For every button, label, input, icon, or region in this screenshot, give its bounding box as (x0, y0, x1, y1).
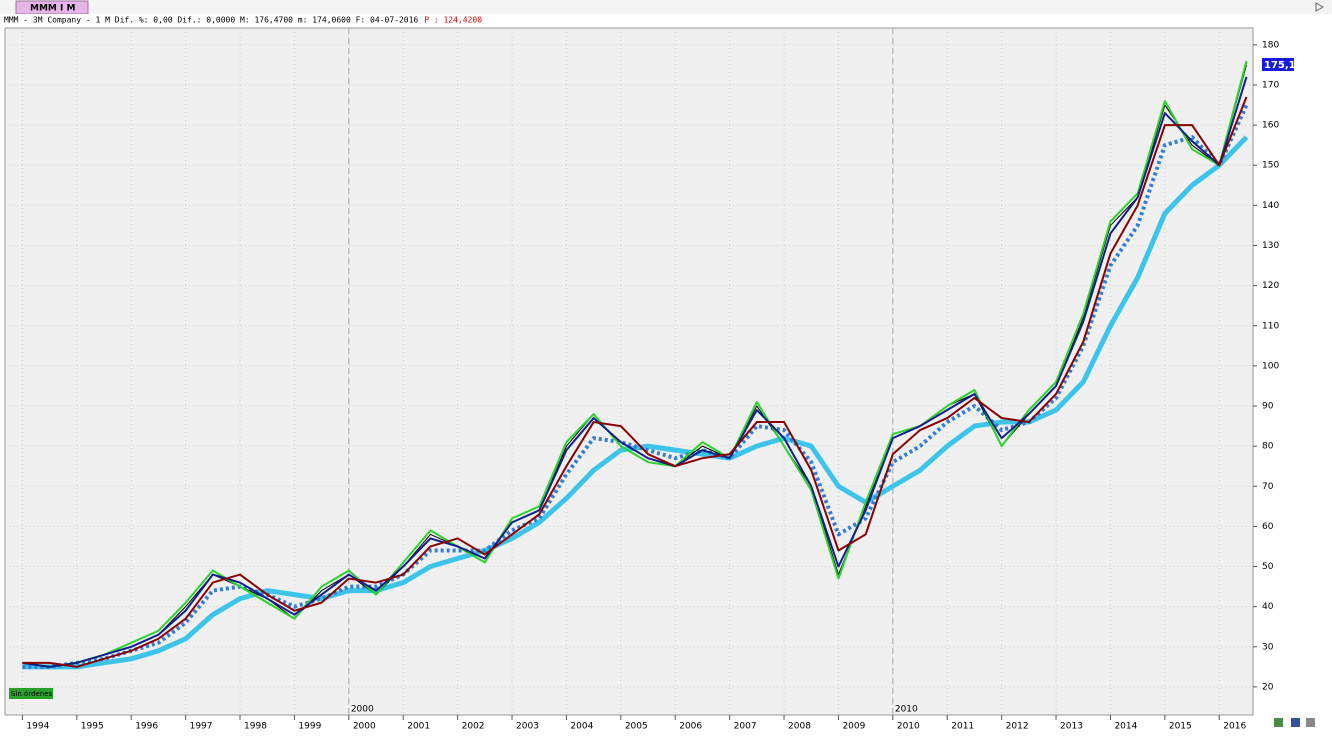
y-tick-label: 90 (1262, 402, 1274, 412)
x-tick-label: 2001 (407, 722, 430, 732)
orders-badge[interactable] (9, 688, 53, 699)
x-tick-label: 2003 (516, 722, 539, 732)
y-tick-label: 120 (1262, 281, 1279, 291)
y-tick-label: 170 (1262, 80, 1279, 90)
info-bar (0, 14, 1332, 26)
y-tick-label: 130 (1262, 241, 1279, 251)
series-line (22, 96, 1248, 668)
series-line (22, 104, 1249, 669)
x-tick-label: 1997 (190, 722, 213, 732)
x-tick-label: 2012 (1006, 722, 1029, 732)
y-tick-label: 60 (1262, 522, 1274, 532)
y-tick-label: 180 (1262, 40, 1279, 50)
x-tick-label: 2000 (353, 722, 376, 732)
info-line: MMM - 3M Company - 1 M Dif. %: 0,00 Dif.… (4, 16, 418, 25)
y-tick-label: 70 (1262, 482, 1274, 492)
y-tick-label: 40 (1262, 602, 1274, 612)
y-tick-label: 110 (1262, 321, 1279, 331)
series-layer (22, 60, 1249, 670)
x-tick-label: 1998 (244, 722, 267, 732)
print-icon[interactable] (1306, 718, 1315, 727)
info-highlight: P : 124,4200 (424, 16, 482, 25)
x-tick-label: 2006 (679, 722, 702, 732)
y-tick-label: 100 (1262, 361, 1279, 371)
save-icon[interactable] (1291, 718, 1300, 727)
period-label: 2010 (895, 705, 918, 715)
x-tick-label: 2013 (1060, 722, 1083, 732)
y-tick-label: 30 (1262, 642, 1274, 652)
x-tick-label: 2002 (462, 722, 485, 732)
period-label: 2000 (351, 705, 374, 715)
x-tick-label: 2004 (570, 722, 593, 732)
orders-label: Sin órdenes (11, 690, 53, 698)
tab-bar (0, 0, 1332, 14)
last-price-box (1262, 58, 1294, 71)
y-tick-label: 140 (1262, 201, 1279, 211)
x-tick-label: 2016 (1223, 722, 1246, 732)
y-tick-label: 80 (1262, 442, 1274, 452)
last-price-label: 175,16 (1264, 60, 1303, 71)
y-tick-label: 50 (1262, 562, 1274, 572)
x-tick-label: 1996 (135, 722, 158, 732)
x-tick-label: 1999 (298, 722, 321, 732)
tool-icon[interactable] (1274, 718, 1283, 727)
tab-label: MMM I M (30, 4, 75, 14)
x-tick-label: 1995 (81, 722, 104, 732)
y-tick-label: 160 (1262, 121, 1279, 131)
x-tick-label: 2008 (788, 722, 811, 732)
plot-area (4, 27, 1254, 716)
x-tick-label: 2015 (1169, 722, 1192, 732)
x-tick-label: 2005 (625, 722, 648, 732)
x-tick-label: 2011 (951, 722, 974, 732)
axes: 20 30 40 50 60 70 80 90 100 110 120 130 140 150 160 170… (21, 40, 1279, 732)
x-tick-label: 2014 (1114, 722, 1137, 732)
y-tick-label: 150 (1262, 161, 1279, 171)
x-tick-label: 2010 (897, 722, 920, 732)
y-tick-label: 20 (1262, 682, 1274, 692)
x-tick-label: 1994 (26, 722, 49, 732)
x-tick-label: 2009 (842, 722, 865, 732)
x-tick-label: 2007 (734, 722, 757, 732)
scroll-arrow[interactable] (1315, 2, 1325, 12)
